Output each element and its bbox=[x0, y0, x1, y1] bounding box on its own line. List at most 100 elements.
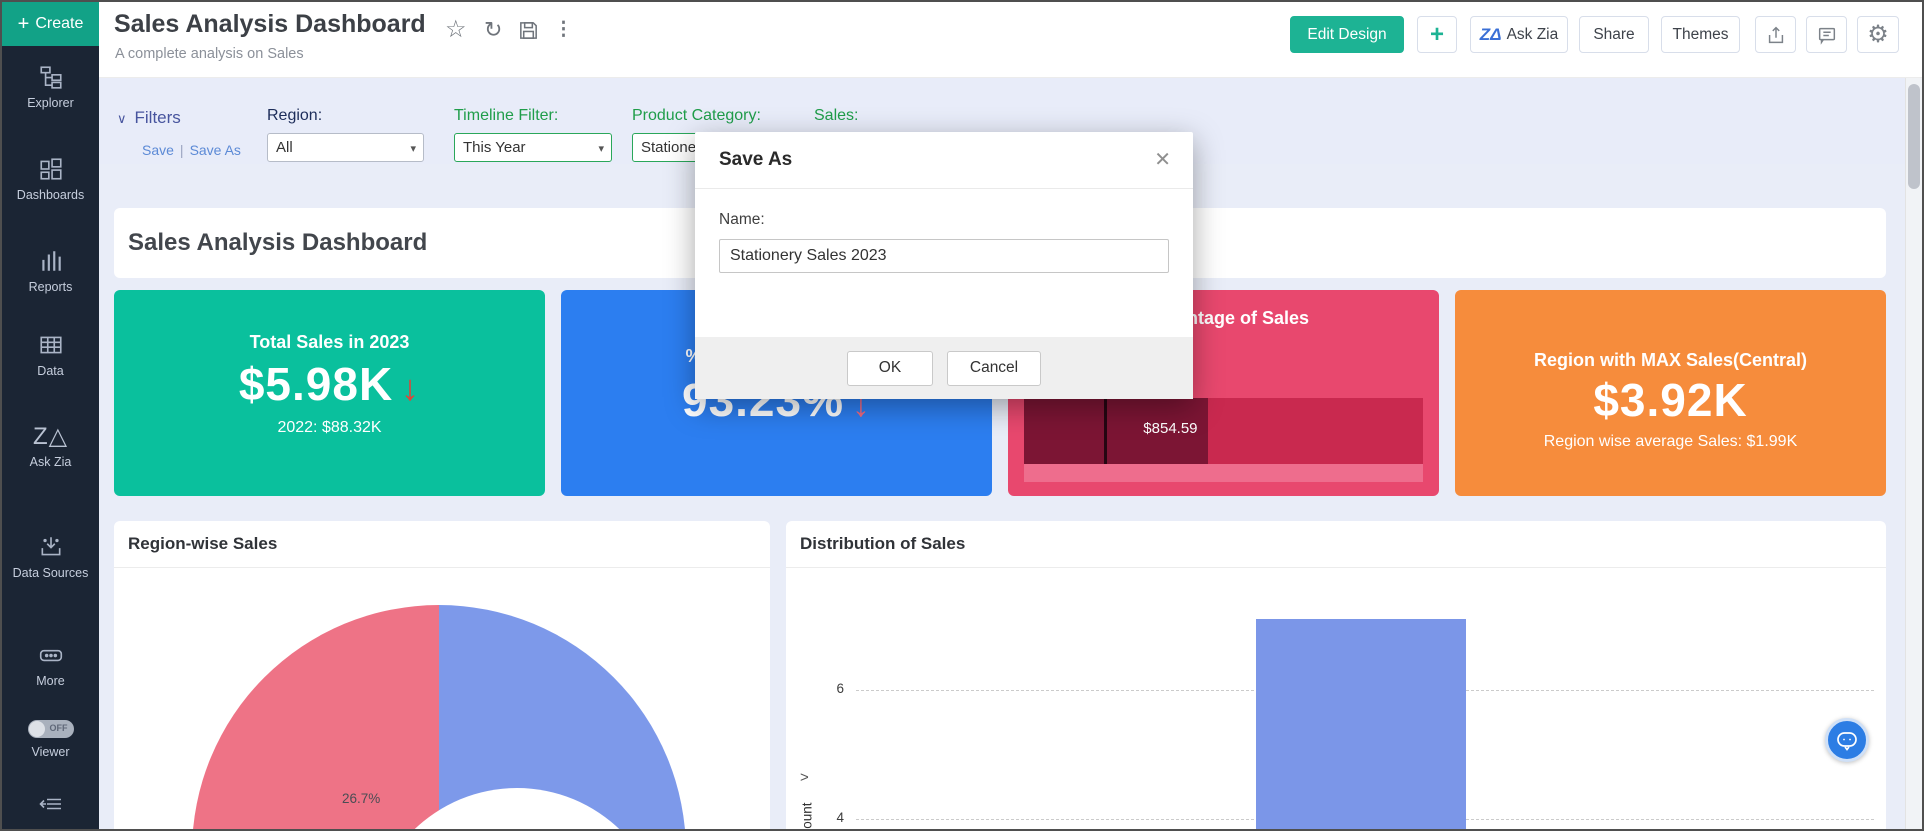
sidebar: + Create Explorer Dashboards Reports bbox=[2, 2, 99, 829]
chart-title: Region-wise Sales bbox=[114, 521, 770, 568]
region-filter-value: All bbox=[276, 139, 293, 156]
separator: | bbox=[179, 142, 184, 158]
region-wise-sales-card: Region-wise Sales 26.7% bbox=[114, 521, 770, 829]
donut-chart[interactable]: 26.7% bbox=[192, 605, 686, 829]
refresh-icon[interactable]: ↻ bbox=[484, 17, 503, 42]
ok-button[interactable]: OK bbox=[847, 350, 933, 386]
sidebar-item-label: Explorer bbox=[27, 96, 74, 110]
bullet-chart: $854.59 bbox=[1024, 398, 1423, 482]
filter-save-link[interactable]: Save bbox=[142, 142, 174, 158]
ask-zia-button[interactable]: ZΔ Ask Zia bbox=[1470, 16, 1568, 53]
kebab-menu-icon[interactable]: ⋮ bbox=[554, 19, 573, 40]
page-title: Sales Analysis Dashboard bbox=[114, 10, 426, 38]
plus-icon: + bbox=[1429, 20, 1444, 48]
toggle-state-label: OFF bbox=[49, 723, 68, 733]
timeline-filter-select[interactable]: This Year ▾ bbox=[454, 133, 612, 162]
bar-chart-icon bbox=[41, 251, 61, 271]
kpi-total-sales[interactable]: Total Sales in 2023 $5.98K ↓ 2022: $88.32… bbox=[114, 290, 545, 496]
axis-expand-icon[interactable]: > bbox=[800, 769, 809, 786]
comment-button[interactable] bbox=[1806, 16, 1847, 53]
create-label: Create bbox=[35, 15, 84, 32]
tree-icon bbox=[39, 66, 62, 89]
top-header: Sales Analysis Dashboard A complete anal… bbox=[99, 2, 1922, 78]
sidebar-collapse-button[interactable] bbox=[2, 794, 99, 819]
filter-save-as-link[interactable]: Save As bbox=[189, 142, 241, 158]
comment-icon bbox=[1818, 27, 1835, 45]
filters-toggle[interactable]: ∨ Filters bbox=[117, 108, 181, 128]
region-filter-select[interactable]: All ▾ bbox=[267, 133, 424, 162]
sidebar-item-viewer[interactable]: OFF Viewer bbox=[2, 720, 99, 759]
region-filter-label: Region: bbox=[267, 107, 323, 124]
kpi-region-max-sales[interactable]: Region with MAX Sales(Central) $3.92K Re… bbox=[1455, 290, 1886, 496]
sidebar-item-label: Viewer bbox=[31, 745, 70, 759]
filters-label: Filters bbox=[134, 108, 181, 127]
themes-button[interactable]: Themes bbox=[1661, 16, 1740, 53]
y-axis-tick: 4 bbox=[836, 810, 844, 825]
dashboard-section-title: Sales Analysis Dashboard bbox=[128, 229, 428, 256]
star-icon[interactable]: ☆ bbox=[445, 16, 467, 43]
sidebar-item-explorer[interactable]: Explorer bbox=[2, 64, 99, 110]
page-subtitle: A complete analysis on Sales bbox=[115, 46, 304, 62]
ellipsis-icon bbox=[39, 649, 62, 662]
zia-chat-fab[interactable] bbox=[1825, 718, 1869, 762]
bullet-bar bbox=[1024, 398, 1208, 464]
y-axis-tick: 6 bbox=[836, 681, 844, 696]
themes-label: Themes bbox=[1672, 25, 1729, 43]
settings-button[interactable]: ⚙ bbox=[1857, 16, 1899, 53]
edit-design-label: Edit Design bbox=[1307, 25, 1387, 43]
edit-design-button[interactable]: Edit Design bbox=[1290, 16, 1404, 53]
scrollbar-thumb[interactable] bbox=[1908, 84, 1920, 189]
sidebar-item-more[interactable]: More bbox=[2, 642, 99, 688]
sidebar-item-reports[interactable]: Reports bbox=[2, 248, 99, 294]
import-icon bbox=[41, 537, 60, 556]
viewer-toggle[interactable]: OFF bbox=[27, 720, 74, 738]
share-button[interactable]: Share bbox=[1579, 16, 1649, 53]
bullet-value-label: $854.59 bbox=[1143, 420, 1198, 437]
category-filter-label: Product Category: bbox=[632, 107, 761, 124]
settings-icon: ⚙ bbox=[1867, 21, 1889, 48]
kpi-title: Total Sales in 2023 bbox=[249, 332, 410, 352]
dialog-title: Save As bbox=[719, 149, 793, 170]
name-field-label: Name: bbox=[719, 211, 765, 228]
sidebar-item-data-sources[interactable]: Data Sources bbox=[2, 534, 99, 580]
distribution-of-sales-card: Distribution of Sales 6 4 > Count bbox=[786, 521, 1886, 829]
sidebar-item-label: Dashboards bbox=[16, 188, 85, 202]
table-icon bbox=[39, 336, 62, 354]
dropdown-caret-icon: ▾ bbox=[598, 143, 604, 155]
create-button[interactable]: + Create bbox=[2, 2, 99, 46]
zia-icon: ZΔ bbox=[1479, 24, 1502, 44]
plus-icon: + bbox=[17, 13, 30, 35]
cancel-button[interactable]: Cancel bbox=[947, 350, 1041, 386]
chevron-down-icon: ∨ bbox=[117, 111, 127, 126]
name-input[interactable] bbox=[719, 239, 1169, 273]
bullet-range-band bbox=[1024, 464, 1423, 482]
filter-save-links: Save | Save As bbox=[142, 142, 241, 158]
timeline-filter-label: Timeline Filter: bbox=[454, 107, 559, 124]
chart-title: Distribution of Sales bbox=[786, 521, 1886, 568]
donut-segment-label: 26.7% bbox=[342, 791, 381, 806]
kpi-subtitle: Region wise average Sales: $1.99K bbox=[1543, 433, 1798, 450]
sidebar-item-label: Data Sources bbox=[12, 566, 89, 580]
kpi-subtitle: 2022: $88.32K bbox=[277, 419, 382, 436]
share-label: Share bbox=[1593, 25, 1635, 43]
dialog-header: Save As ✕ bbox=[695, 132, 1193, 189]
kpi-title: Region with MAX Sales(Central) bbox=[1533, 350, 1808, 370]
sidebar-item-label: Data bbox=[37, 364, 64, 378]
save-icon[interactable] bbox=[517, 19, 540, 47]
close-icon[interactable]: ✕ bbox=[1154, 149, 1171, 171]
kpi-value: $3.92K bbox=[1593, 374, 1748, 426]
dialog-body: Name: bbox=[695, 189, 1193, 336]
export-button[interactable] bbox=[1755, 16, 1796, 53]
sidebar-item-ask-zia[interactable]: Z△ Ask Zia bbox=[2, 422, 99, 469]
y-axis-title: Count bbox=[799, 802, 815, 829]
sidebar-item-dashboards[interactable]: Dashboards bbox=[2, 156, 99, 202]
export-icon bbox=[1768, 26, 1783, 43]
sales-filter-label: Sales: bbox=[814, 107, 859, 124]
vertical-scrollbar[interactable] bbox=[1905, 78, 1922, 829]
toggle-knob-icon bbox=[28, 721, 45, 737]
sidebar-item-data[interactable]: Data bbox=[2, 332, 99, 378]
dropdown-caret-icon: ▾ bbox=[410, 143, 416, 155]
bar[interactable] bbox=[1256, 619, 1466, 829]
add-button[interactable]: + bbox=[1417, 16, 1457, 53]
